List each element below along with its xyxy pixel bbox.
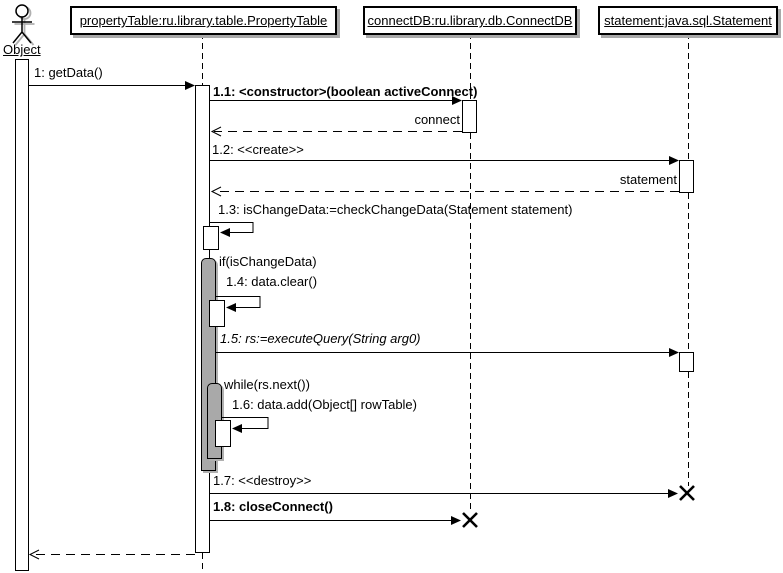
message-label-m1-6: 1.6: data.add(Object[] rowTable) [232, 397, 417, 412]
fragment-label-while: while(rs.next()) [224, 377, 310, 392]
lifeline-head-statement: statement:java.sql.Statement [598, 6, 778, 35]
lifeline-head-propertytable-label: propertyTable:ru.library.table.PropertyT… [79, 13, 328, 28]
arrow-m1-5 [216, 348, 679, 357]
message-label-m1-3: 1.3: isChangeData:=checkChangeData(State… [218, 202, 573, 217]
selfcall-box-dataclear [209, 300, 225, 327]
message-label-m1-7: 1.7: <<destroy>> [213, 473, 312, 488]
arrow-m1-8 [210, 516, 461, 525]
message-label-m1: 1: getData() [34, 65, 103, 80]
return-label-connect: connect [414, 112, 460, 127]
message-label-m1-5: 1.5: rs:=executeQuery(String arg0) [220, 331, 421, 346]
actor-body [12, 4, 32, 44]
arrow-return-statement [210, 186, 679, 197]
arrow-m1-4-self [216, 296, 261, 312]
activation-object [15, 59, 29, 571]
lifeline-dashes [202, 33, 689, 573]
activation-statement-create [679, 160, 694, 193]
message-label-m1-1: 1.1: <constructor>(boolean activeConnect… [213, 84, 478, 99]
selfcall-box-checkchangedata [203, 226, 219, 250]
actor-label: Object [3, 42, 41, 57]
lifeline-head-statement-label: statement:java.sql.Statement [604, 13, 772, 28]
activation-statement-executequery [679, 352, 694, 372]
destroy-x-connectdb-icon [462, 512, 478, 528]
lifeline-head-connectdb: connectDB:ru.library.db.ConnectDB [363, 6, 577, 35]
fragment-label-if: if(isChangeData) [219, 254, 317, 269]
arrow-m1-3-self [210, 222, 254, 237]
lifeline-head-propertytable: propertyTable:ru.library.table.PropertyT… [70, 6, 337, 35]
selfcall-box-dataadd [215, 420, 231, 447]
arrow-m1-6-self [222, 417, 269, 433]
arrow-m1-2 [210, 156, 679, 165]
lifeline-head-connectdb-label: connectDB:ru.library.db.ConnectDB [367, 13, 573, 28]
arrow-return-connect [210, 126, 462, 137]
arrow-m1-7 [210, 489, 678, 498]
arrow-m1 [29, 81, 195, 90]
message-label-m1-8: 1.8: closeConnect() [213, 499, 333, 514]
message-label-m1-4: 1.4: data.clear() [226, 274, 318, 289]
return-label-statement: statement [619, 172, 677, 187]
message-label-m1-2: 1.2: <<create>> [212, 142, 304, 157]
destroy-x-statement-icon [679, 485, 695, 501]
activation-connectdb-constructor [462, 100, 477, 133]
arrow-return-final [28, 549, 195, 560]
actor-figure [12, 4, 35, 46]
arrow-m1-1 [210, 96, 462, 105]
